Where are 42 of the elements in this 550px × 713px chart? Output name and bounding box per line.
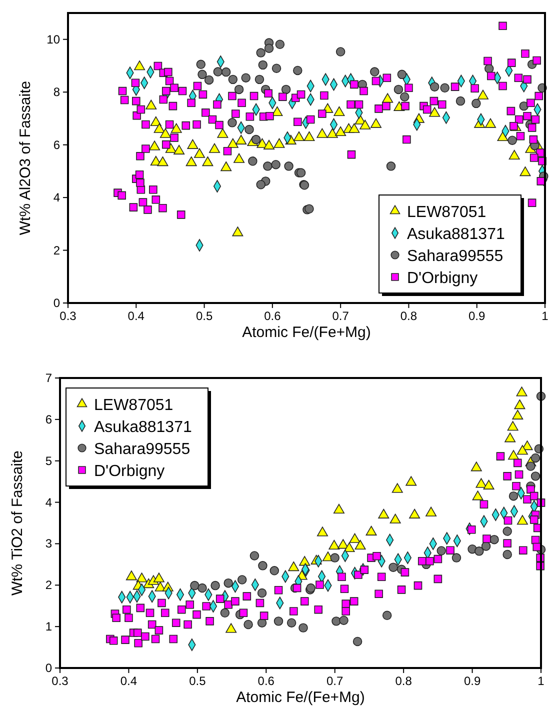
x-tick-label: 0.9 — [468, 309, 486, 323]
legend-label: LEW87051 — [407, 204, 486, 221]
x-tick-label: 0.7 — [332, 309, 350, 323]
y-tick-label: 4 — [53, 190, 60, 205]
x-tick-label: 0.3 — [52, 674, 69, 688]
y-tick-label: 0 — [45, 661, 52, 675]
y-tick-label: 2 — [45, 578, 52, 592]
x-axis-title: Atomic Fe/(Fe+Mg) — [236, 689, 365, 706]
legend-label: Sahara99555 — [94, 441, 190, 458]
y-axis-title: Wt% Al2O3 of Fassaite — [17, 80, 34, 236]
x-tick-label: 0.5 — [189, 674, 206, 688]
y-tick-label: 1 — [45, 620, 52, 634]
legend-label: LEW87051 — [94, 397, 174, 414]
legend-label: Asuka881371 — [407, 226, 505, 243]
x-tick-label: 0.6 — [264, 309, 282, 323]
y-tick-label: 7 — [45, 371, 52, 385]
y-tick-label: 6 — [53, 138, 60, 152]
x-tick-label: 1 — [542, 309, 549, 323]
x-tick-label: 0.9 — [464, 674, 481, 688]
y-tick-label: 6 — [45, 412, 52, 426]
y-tick-label: 4 — [45, 495, 52, 510]
y-tick-label: 2 — [53, 243, 60, 258]
y-axis-title: Wt% TiO2 of Fassaite — [9, 450, 26, 596]
x-tick-label: 0.8 — [400, 309, 418, 323]
y-tick-label: 5 — [45, 454, 52, 468]
x-tick-label: 1 — [538, 674, 545, 688]
y-tick-label: 8 — [53, 85, 60, 100]
x-tick-label: 0.3 — [60, 309, 77, 323]
x-tick-label: 0.4 — [128, 309, 145, 323]
y-tick-label: 10 — [46, 32, 60, 46]
x-tick-label: 0.5 — [196, 309, 213, 323]
x-tick-label: 0.6 — [258, 674, 275, 688]
legend-label: Asuka881371 — [94, 419, 192, 436]
y-tick-label: 0 — [53, 296, 60, 310]
legend-label: Sahara99555 — [407, 248, 504, 265]
legend-label: D'Orbigny — [94, 463, 165, 480]
y-tick-label: 3 — [45, 536, 52, 551]
x-axis-title: Atomic Fe/(Fe+Mg) — [242, 324, 371, 341]
x-tick-label: 0.7 — [326, 674, 344, 688]
x-tick-label: 0.4 — [120, 674, 138, 688]
legend-label: D'Orbigny — [407, 270, 478, 287]
x-tick-label: 0.8 — [395, 674, 412, 688]
